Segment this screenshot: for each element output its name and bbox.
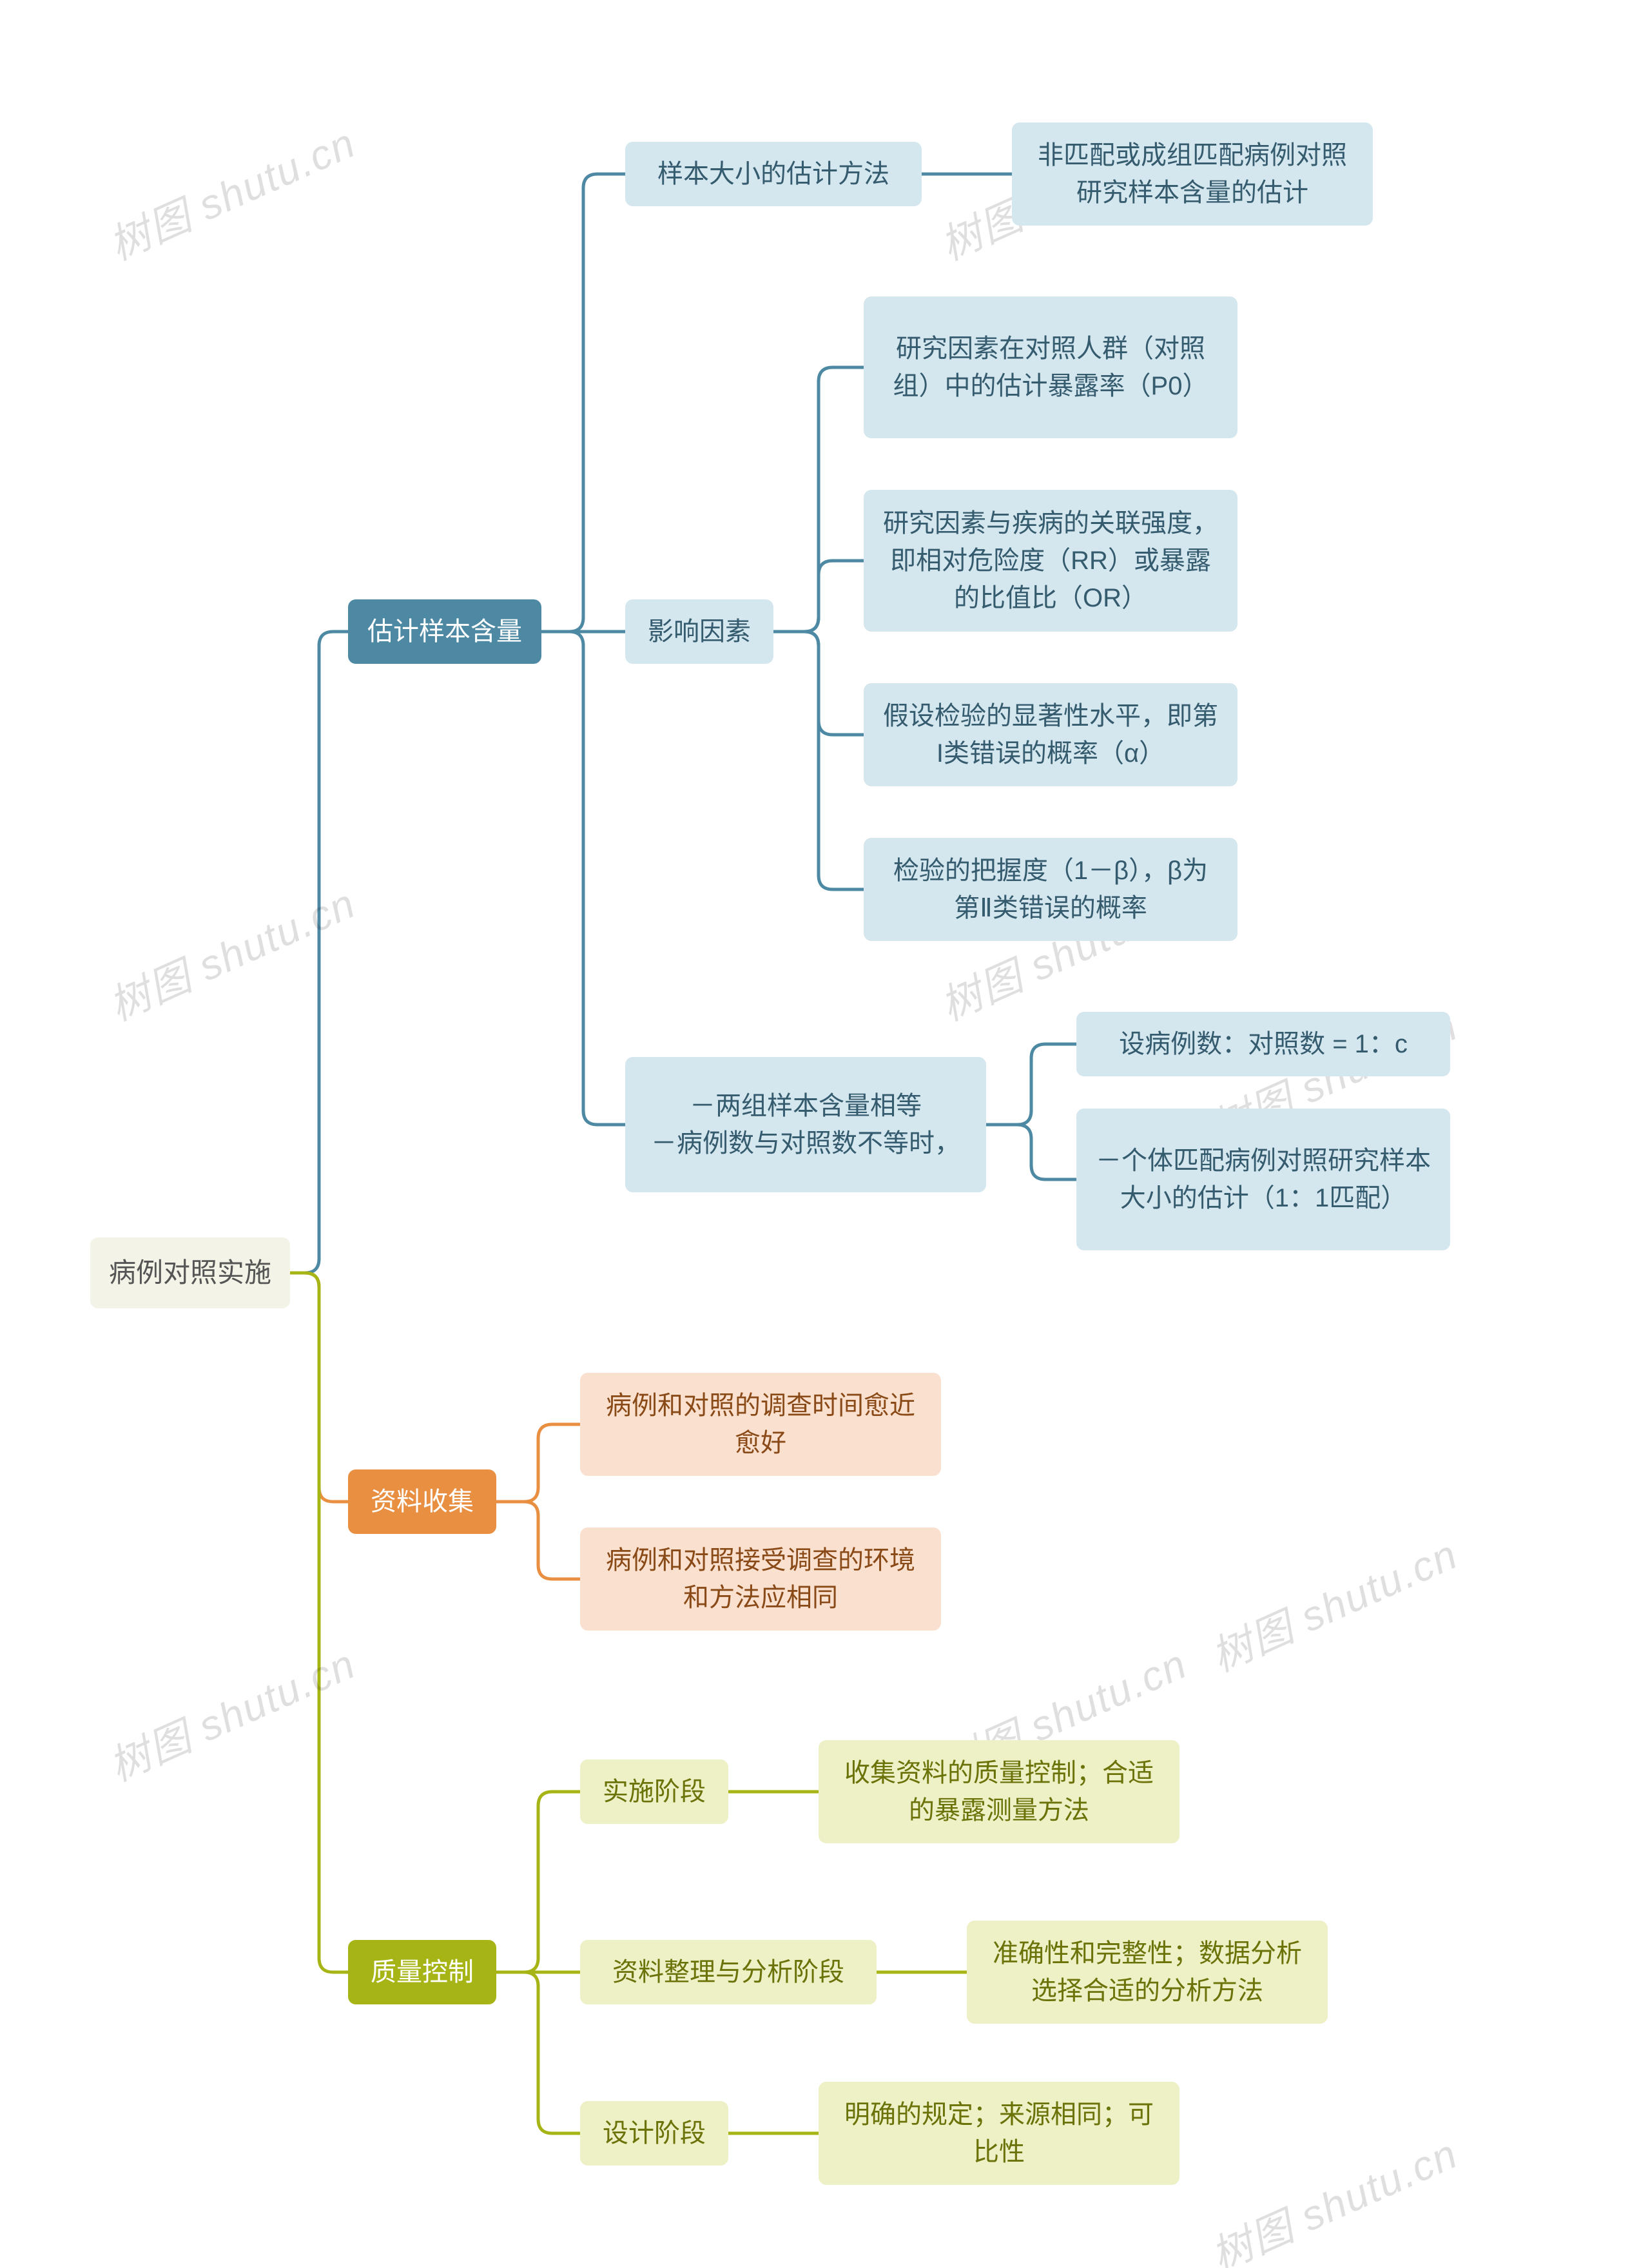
node-b1c3a: 设病例数：对照数 = 1：c — [1076, 1012, 1450, 1076]
watermark: 树图 shutu.cn — [99, 110, 364, 272]
node-b3c1a: 收集资料的质量控制；合适的暴露测量方法 — [819, 1740, 1179, 1843]
edge-root-b2 — [290, 1273, 348, 1502]
node-b1c2: 影响因素 — [625, 599, 773, 664]
edge-b1c2-b1c2a — [773, 367, 864, 632]
watermark: 树图 shutu.cn — [1201, 1522, 1466, 1683]
node-b1c1: 样本大小的估计方法 — [625, 142, 922, 206]
node-b3c2a: 准确性和完整性；数据分析选择合适的分析方法 — [967, 1921, 1328, 2024]
edge-b3-b3c1 — [496, 1792, 580, 1972]
node-b3c3: 设计阶段 — [580, 2101, 728, 2166]
edge-root-b3 — [290, 1273, 348, 1972]
edge-b1c3-b1c3b — [986, 1125, 1076, 1179]
node-b1: 估计样本含量 — [348, 599, 541, 664]
watermark: 树图 shutu.cn — [1201, 2121, 1466, 2268]
node-b2c2: 病例和对照接受调查的环境和方法应相同 — [580, 1527, 941, 1631]
edge-b1-b1c1 — [541, 174, 625, 632]
edge-b3-b3c3 — [496, 1972, 580, 2133]
node-b3c1: 实施阶段 — [580, 1759, 728, 1824]
node-b1c2d: 检验的把握度（1－β），β为第Ⅱ类错误的概率 — [864, 838, 1238, 941]
edge-root-b1 — [290, 632, 348, 1273]
mindmap-canvas: 树图 shutu.cn 树图 shutu.cn 树图 shutu.cn 树图 shut… — [0, 0, 1650, 2268]
edge-b1c2-b1c2b — [773, 561, 864, 632]
node-b3c3a: 明确的规定；来源相同；可比性 — [819, 2082, 1179, 2185]
node-b2c1: 病例和对照的调查时间愈近愈好 — [580, 1373, 941, 1476]
node-b1c1a: 非匹配或成组匹配病例对照研究样本含量的估计 — [1012, 122, 1373, 226]
node-b1c3b: －个体匹配病例对照研究样本大小的估计（1：1匹配） — [1076, 1109, 1450, 1250]
node-b3: 质量控制 — [348, 1940, 496, 2004]
node-b1c2c: 假设检验的显著性水平，即第I类错误的概率（α） — [864, 683, 1238, 786]
edge-b2-b2c1 — [496, 1424, 580, 1502]
edge-b1-b1c3 — [541, 632, 625, 1125]
edge-b1c3-b1c3a — [986, 1044, 1076, 1125]
node-b1c3: －两组样本含量相等 －病例数与对照数不等时， — [625, 1057, 986, 1192]
watermark: 树图 shutu.cn — [99, 1631, 364, 1793]
watermark: 树图 shutu.cn — [99, 871, 364, 1032]
node-b2: 资料收集 — [348, 1469, 496, 1534]
node-b1c2a: 研究因素在对照人群（对照组）中的估计暴露率（P0） — [864, 296, 1238, 438]
node-root: 病例对照实施 — [90, 1237, 290, 1308]
edge-b1c2-b1c2d — [773, 632, 864, 889]
node-b1c2b: 研究因素与疾病的关联强度，即相对危险度（RR）或暴露的比值比（OR） — [864, 490, 1238, 632]
edge-b1c2-b1c2c — [773, 632, 864, 735]
node-b3c2: 资料整理与分析阶段 — [580, 1940, 877, 2004]
edge-b2-b2c2 — [496, 1502, 580, 1579]
